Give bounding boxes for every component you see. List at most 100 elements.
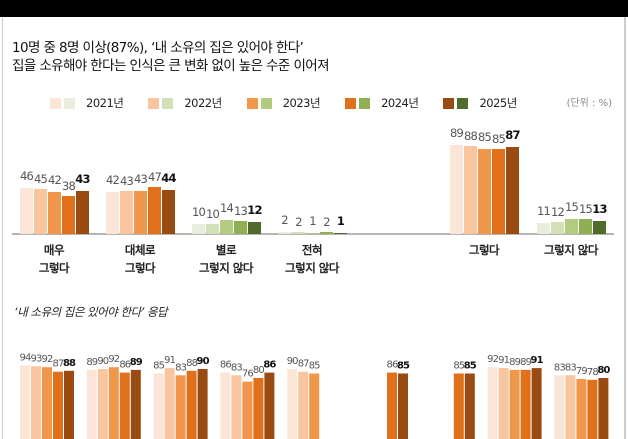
data-label: 85	[153, 361, 164, 372]
data-label: 2	[295, 215, 302, 229]
bar	[334, 233, 347, 234]
bar	[398, 373, 408, 439]
data-label: 85	[478, 130, 492, 144]
data-label: 10	[206, 207, 220, 221]
bar	[231, 375, 242, 439]
data-label: 83	[554, 362, 565, 373]
bar	[450, 145, 463, 234]
bar	[148, 187, 161, 234]
data-label: 90	[197, 356, 210, 367]
data-label: 89	[509, 357, 520, 368]
data-label: 92	[487, 354, 498, 365]
bar	[153, 373, 164, 439]
bar	[62, 196, 75, 234]
legend-swatch-orange	[345, 97, 357, 109]
bar	[53, 371, 63, 439]
data-label: 78	[587, 367, 598, 378]
bar	[520, 369, 531, 439]
legend-item: 2024년	[345, 95, 419, 111]
data-label: 45	[34, 172, 48, 186]
data-label: 86	[263, 360, 276, 371]
bar	[64, 370, 74, 439]
bar	[20, 188, 33, 234]
data-label: 83	[175, 362, 186, 373]
category-label: 그렇지 않다	[544, 243, 599, 257]
bar	[162, 190, 175, 234]
legend-item: 2021년	[50, 95, 124, 111]
legend-label: 2021년	[86, 96, 124, 110]
data-label: 42	[48, 173, 62, 187]
data-label: 14	[220, 201, 234, 215]
data-label: 42	[106, 173, 120, 187]
data-label: 90	[287, 356, 298, 367]
data-label: 79	[576, 366, 587, 377]
data-label: 89	[86, 357, 97, 368]
legend-swatch-orange	[148, 97, 160, 109]
bar	[487, 367, 498, 439]
bar	[320, 232, 333, 234]
data-label: 15	[565, 200, 579, 214]
data-label: 43	[134, 172, 148, 186]
bar	[509, 369, 520, 439]
data-label: 12	[551, 205, 565, 219]
bar	[220, 220, 233, 234]
legend-swatch-orange	[246, 97, 258, 109]
category-label: 대체로	[125, 243, 156, 257]
data-label: 86	[119, 360, 130, 371]
category-label: 그렇다	[469, 243, 500, 257]
data-label: 44	[161, 171, 176, 185]
bar	[248, 222, 261, 234]
category-label: 별로	[216, 243, 237, 257]
top-bar	[0, 0, 628, 17]
data-label: 12	[247, 203, 261, 217]
data-label: 85	[397, 361, 410, 372]
data-label: 80	[253, 365, 264, 376]
data-label: 1	[337, 214, 345, 228]
legend-item: 2022년	[148, 95, 222, 111]
bar	[531, 368, 542, 439]
data-label: 91	[531, 355, 544, 366]
data-label: 15	[579, 202, 593, 216]
bar	[42, 367, 52, 439]
bar	[197, 369, 208, 439]
category-label: 그렇지 않다	[199, 261, 254, 275]
bar	[498, 368, 509, 439]
legend-swatch-green	[260, 97, 272, 109]
data-label: 46	[20, 169, 34, 183]
data-label: 11	[537, 204, 551, 218]
bar	[387, 372, 397, 439]
bar	[48, 192, 61, 234]
legend-swatch-orange	[50, 97, 61, 109]
data-label: 83	[231, 362, 242, 373]
bar	[506, 147, 519, 234]
data-label: 1	[309, 214, 316, 228]
data-label: 90	[97, 356, 108, 367]
bar	[464, 146, 477, 234]
data-label: 89	[450, 126, 464, 140]
data-label: 85	[492, 132, 506, 146]
bar	[253, 378, 264, 439]
legend-item: 2025년	[443, 95, 517, 111]
bar	[287, 369, 298, 439]
data-label: 10	[192, 205, 206, 219]
bar	[278, 232, 291, 234]
legend-swatch-orange	[443, 97, 455, 109]
bar	[97, 369, 108, 439]
data-label: 87	[298, 359, 309, 370]
bar	[76, 191, 89, 234]
bar	[242, 381, 253, 439]
bar	[492, 149, 505, 234]
data-label: 80	[597, 365, 610, 376]
chart-subtitle: ‘내 소유의 집은 있어야 한다’ 응답	[14, 305, 168, 319]
bar	[220, 372, 231, 439]
data-label: 13	[592, 202, 607, 216]
category-label: 전혀	[302, 243, 322, 257]
unit-label: (단위 : %)	[566, 98, 612, 109]
data-label: 93	[31, 353, 42, 364]
bar	[598, 378, 609, 439]
bar	[554, 375, 565, 439]
data-label: 91	[164, 355, 175, 366]
data-label: 88	[186, 358, 197, 369]
bar	[464, 373, 475, 439]
data-label: 43	[120, 174, 134, 188]
